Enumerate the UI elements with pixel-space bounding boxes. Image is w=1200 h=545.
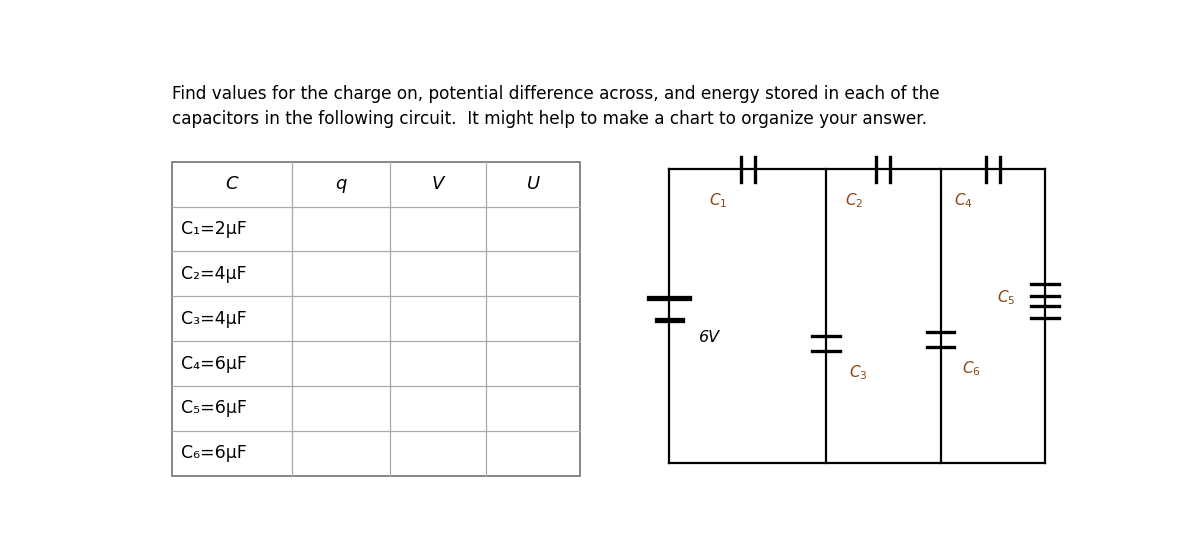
Text: C: C: [226, 175, 239, 193]
Text: V: V: [432, 175, 444, 193]
Text: C₁=2μF: C₁=2μF: [181, 220, 247, 238]
Text: $C_1$: $C_1$: [709, 191, 727, 210]
Text: capacitors in the following circuit.  It might help to make a chart to organize : capacitors in the following circuit. It …: [172, 110, 926, 128]
Text: C₂=4μF: C₂=4μF: [181, 265, 246, 283]
Text: U: U: [527, 175, 540, 193]
Text: $C_5$: $C_5$: [997, 288, 1015, 306]
Text: Find values for the charge on, potential difference across, and energy stored in: Find values for the charge on, potential…: [172, 84, 940, 102]
Text: q: q: [336, 175, 347, 193]
Text: 6V: 6V: [698, 330, 720, 346]
Text: $C_3$: $C_3$: [850, 364, 868, 382]
Text: $C_2$: $C_2$: [845, 191, 863, 210]
Text: C₅=6μF: C₅=6μF: [181, 399, 247, 417]
Text: C₄=6μF: C₄=6μF: [181, 355, 247, 373]
Bar: [172, 162, 580, 476]
Text: C₃=4μF: C₃=4μF: [181, 310, 247, 328]
Text: C₆=6μF: C₆=6μF: [181, 444, 247, 462]
Text: $C_4$: $C_4$: [954, 191, 973, 210]
Text: $C_6$: $C_6$: [962, 360, 980, 378]
